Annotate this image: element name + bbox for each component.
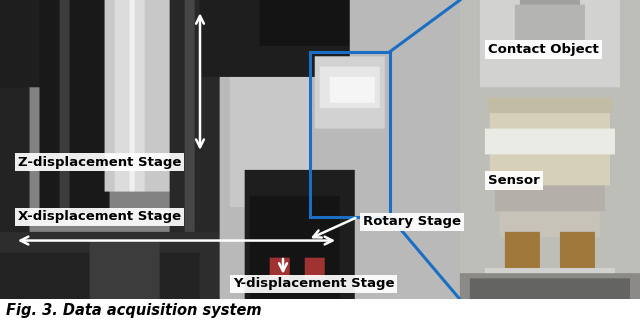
Text: Rotary Stage: Rotary Stage (363, 215, 461, 228)
Text: Sensor: Sensor (488, 174, 540, 187)
Text: Fig. 3. Data acquisition system: Fig. 3. Data acquisition system (6, 303, 262, 318)
Text: Contact Object: Contact Object (488, 43, 599, 56)
Text: Z-displacement Stage: Z-displacement Stage (18, 156, 181, 168)
Bar (310, 52, 390, 217)
Text: X-displacement Stage: X-displacement Stage (18, 210, 181, 223)
Text: Y-displacement Stage: Y-displacement Stage (233, 277, 394, 291)
